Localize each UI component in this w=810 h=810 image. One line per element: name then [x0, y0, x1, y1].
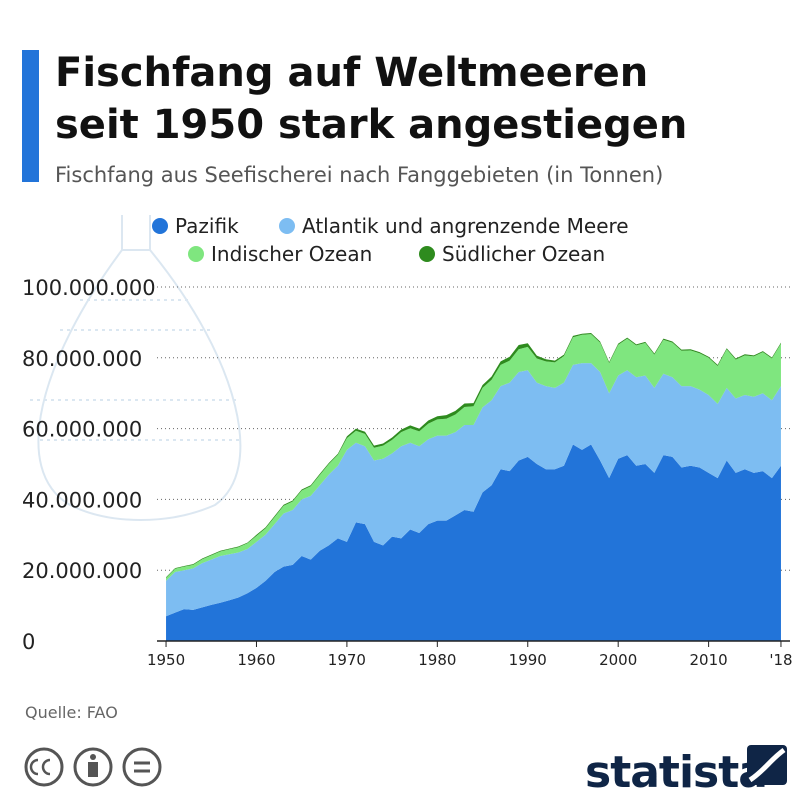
legend-label: Pazifik: [175, 214, 239, 238]
x-tick-label: 1950: [147, 651, 185, 669]
y-tick-label: 0: [22, 630, 35, 654]
source: Quelle: FAO: [25, 703, 118, 722]
y-tick-label: 80.000.000: [22, 347, 142, 371]
legend-label: Indischer Ozean: [211, 242, 372, 266]
legend-swatch: [419, 246, 435, 262]
y-tick-label: 20.000.000: [22, 559, 142, 583]
logo: statista: [585, 747, 767, 798]
x-tick-label: 1970: [328, 651, 366, 669]
area: [166, 363, 781, 617]
chart-title: seit 1950 stark angestiegen: [55, 102, 687, 148]
legend-swatch: [152, 218, 168, 234]
area: [166, 444, 781, 641]
logo-mark: [747, 745, 787, 785]
chart-subtitle: Fischfang aus Seefischerei nach Fanggebi…: [55, 163, 663, 187]
legend-label: Südlicher Ozean: [442, 242, 605, 266]
license-icons: [24, 747, 162, 787]
x-tick-label: 2000: [599, 651, 637, 669]
legend-label: Atlantik und angrenzende Meere: [302, 214, 629, 238]
y-tick-label: 100.000.000: [22, 276, 156, 300]
title-accent: [22, 50, 39, 182]
x-tick-label: 1980: [418, 651, 456, 669]
chart-title: Fischfang auf Weltmeeren: [55, 50, 648, 96]
legend-swatch: [279, 218, 295, 234]
x-tick-label: 1990: [509, 651, 547, 669]
net-illustration: [30, 215, 242, 521]
y-tick-label: 40.000.000: [22, 488, 142, 512]
y-tick-label: 60.000.000: [22, 418, 142, 442]
x-tick-label: 1960: [237, 651, 275, 669]
x-tick-label: '18: [769, 651, 792, 669]
legend-swatch: [188, 246, 204, 262]
x-tick-label: 2010: [690, 651, 728, 669]
